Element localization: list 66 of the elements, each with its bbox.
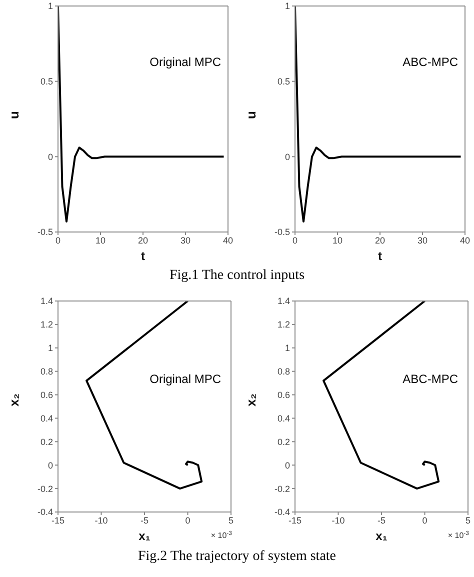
y-tick-label: 1.2 [40, 320, 53, 330]
y-axis-title: u [244, 111, 259, 119]
y-tick-label: -0.4 [274, 507, 290, 518]
y-tick-label: 0 [48, 152, 53, 162]
y-tick-label: -0.2 [274, 484, 290, 494]
x-tick-label: 5 [465, 515, 471, 526]
y-tick-label: 0.4 [40, 413, 53, 424]
x-tick-label: 0 [55, 235, 61, 246]
x-tick-label: 10 [95, 235, 106, 246]
x-tick-label: 30 [417, 235, 428, 246]
x-tick-label: -15 [288, 515, 302, 526]
text: Original MPC [150, 55, 221, 69]
x-tick-label: 0 [292, 235, 298, 246]
y-tick-label: -0.5 [37, 227, 53, 238]
x-tick-label: -10 [332, 515, 345, 526]
x-axis-title: t [378, 249, 382, 263]
x-tick-label: 40 [460, 235, 470, 246]
y-tick-label: 1.4 [40, 296, 53, 306]
y-tick-label: 0.6 [40, 390, 53, 400]
y-tick-label: 0.8 [277, 366, 290, 377]
x-tick-label: 40 [222, 235, 234, 246]
text: × 10$^{-3}$ [210, 530, 233, 540]
x-tick-label: 0 [422, 515, 428, 526]
y-tick-label: 0.4 [277, 413, 290, 424]
y-tick-label: 1 [284, 1, 290, 12]
x-axis-title: x₁ [138, 529, 150, 543]
y-tick-label: 1 [284, 343, 290, 354]
y-tick-label: 1 [48, 343, 53, 354]
text: Fig.1 The control inputs [168, 267, 306, 285]
y-axis-title: u [6, 111, 22, 119]
y-tick-label: -0.5 [274, 227, 290, 238]
x-tick-label: 20 [138, 235, 148, 246]
y-tick-label: 0 [284, 460, 290, 470]
x-tick-label: 5 [228, 515, 234, 526]
y-tick-label: 0.2 [277, 436, 290, 447]
y-tick-label: 0.5 [277, 76, 290, 87]
y-tick-label: 0 [284, 152, 290, 162]
x-tick-label: -5 [377, 515, 386, 526]
y-tick-label: 0.5 [40, 76, 53, 87]
x-tick-label: 20 [374, 235, 386, 246]
text: ABC-MPC [402, 55, 458, 69]
y-tick-label: 0.2 [40, 436, 53, 447]
y-tick-label: 0.6 [277, 390, 290, 400]
text: Fig.2 The trajectory of system state [136, 548, 338, 566]
y-tick-label: 1 [48, 1, 53, 12]
y-axis-title: x₂ [6, 393, 22, 406]
y-tick-label: -0.4 [37, 507, 53, 518]
x-axis-title: x₁ [376, 529, 388, 543]
y-tick-label: -0.2 [37, 484, 53, 494]
line-series [295, 6, 462, 222]
text: × 10$^{-3}$ [448, 530, 470, 540]
line-series [58, 6, 225, 222]
x-tick-label: 10 [332, 235, 343, 246]
text: ABC-MPC [402, 372, 458, 386]
x-tick-label: -5 [140, 515, 149, 526]
y-tick-label: 1.4 [277, 296, 290, 306]
y-tick-label: 0 [48, 460, 53, 470]
x-tick-label: 0 [185, 515, 190, 526]
x-tick-label: -15 [51, 515, 65, 526]
text: Original MPC [150, 372, 221, 386]
x-axis-title: t [141, 249, 145, 263]
x-tick-label: 30 [180, 235, 191, 246]
y-tick-label: 1.2 [277, 320, 290, 330]
y-axis-title: x₂ [244, 393, 259, 406]
y-tick-label: 0.8 [40, 366, 53, 377]
x-tick-label: -10 [94, 515, 108, 526]
